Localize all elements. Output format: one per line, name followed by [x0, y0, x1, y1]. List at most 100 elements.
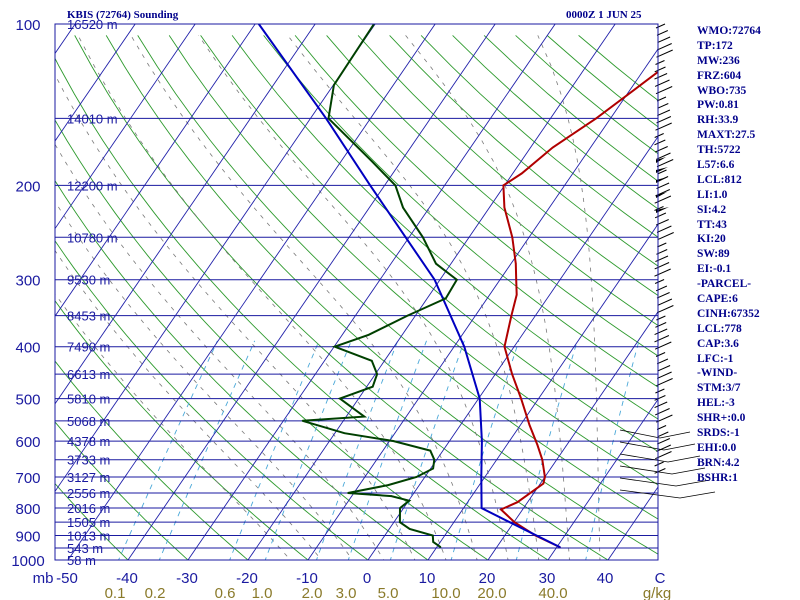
- isotherm-line: [307, 48, 658, 560]
- profile-point: [367, 334, 370, 336]
- wind-barb: [654, 328, 668, 336]
- dry-adiabat-line: [294, 35, 658, 357]
- height-label: 3733 m: [67, 453, 110, 468]
- height-label: 7490 m: [67, 340, 110, 355]
- mixing-ratio-tick-label: 0.1: [105, 585, 126, 600]
- height-label: 9530 m: [67, 273, 110, 288]
- profile-point: [536, 444, 539, 446]
- moist-adiabat-line: [77, 35, 447, 560]
- wind-barb: [657, 36, 671, 44]
- stat-item: FRZ:604: [697, 69, 742, 82]
- wind-barb: [657, 431, 669, 438]
- wind-barb: [657, 109, 671, 117]
- mixing-ratio-tick-label: 10.0: [431, 585, 460, 600]
- profile-point: [422, 236, 424, 239]
- profile-point: [432, 541, 435, 543]
- wind-barb: [654, 206, 664, 211]
- wind-barb: [654, 468, 666, 474]
- stat-item: LI:1.0: [697, 188, 728, 201]
- stat-item: KI:20: [697, 233, 726, 246]
- stat-item: CAPE:6: [697, 293, 738, 306]
- y-axis-unit-label: mb: [33, 570, 54, 587]
- profile-point: [433, 458, 436, 461]
- isotherm-line: [55, 24, 376, 493]
- wind-barb: [654, 73, 668, 80]
- profile-point: [639, 84, 642, 86]
- stat-item: MW:236: [697, 54, 740, 67]
- mixing-ratio-line: [585, 340, 640, 560]
- wind-barb: [656, 371, 672, 379]
- height-label: 6613 m: [67, 367, 110, 382]
- isotherm-line: [55, 24, 136, 142]
- dry-adiabat-line: [105, 35, 658, 555]
- wind-barb: [655, 60, 665, 65]
- sounding-profiles: [257, 24, 658, 549]
- isotherm-line: [55, 24, 196, 230]
- stat-item: BSHR:1: [697, 471, 738, 484]
- valid-time: 0000Z 1 JUN 25: [566, 9, 642, 21]
- stat-item: EHI:0.0: [697, 441, 737, 454]
- mixing-ratio-tick-label: 40.0: [538, 585, 567, 600]
- wind-barb: [655, 414, 673, 423]
- moist-adiabat-line: [55, 249, 322, 560]
- profile-point: [347, 492, 349, 494]
- profile-point: [402, 206, 404, 209]
- wind-barb: [654, 146, 668, 153]
- pressure-tick-label: 400: [15, 340, 40, 357]
- profile-point: [399, 507, 401, 509]
- dry-adiabat-line: [326, 35, 658, 326]
- height-label: 4378 m: [67, 434, 110, 449]
- profile-point: [445, 297, 447, 300]
- plot-frame: [54, 23, 659, 561]
- profile-point: [439, 546, 442, 548]
- temperature-tick-label: C: [655, 570, 666, 587]
- wind-barb: [654, 133, 664, 138]
- stat-item: CINH:67352: [697, 307, 760, 320]
- profile-point: [333, 84, 335, 86]
- temperature-profile-line: [499, 70, 658, 549]
- height-label: 2016 m: [67, 501, 110, 516]
- profile-point: [370, 160, 373, 162]
- profile-point: [503, 345, 506, 348]
- stat-item: LCL:812: [697, 173, 742, 186]
- sounding-indices-list: WMO:72764 TP:172 MW:236 FRZ:604 WBO:735 PW:0.…: [697, 24, 800, 486]
- dry-adiabat-line: [389, 35, 658, 267]
- moist-adiabat-line: [55, 143, 385, 560]
- stat-item: TH:5722: [697, 144, 741, 157]
- pressure-tick-label: 200: [15, 178, 40, 195]
- stat-item: SHR+:0.0: [697, 412, 746, 425]
- wind-barb: [654, 139, 666, 146]
- height-label: 5810 m: [67, 392, 110, 407]
- temperature-tick-label: -30: [176, 570, 198, 587]
- stat-item: TP:172: [697, 39, 733, 52]
- wind-barb: [655, 86, 673, 95]
- stat-item: MAXT:27.5: [697, 129, 756, 142]
- pressure-tick-label: 300: [15, 273, 40, 290]
- wind-barb: [657, 365, 671, 372]
- dry-adiabat-line: [55, 300, 309, 560]
- temperature-tick-label: 30: [539, 570, 556, 587]
- height-label: 1505 m: [67, 515, 110, 530]
- chart-grid: [0, 12, 658, 571]
- profile-point: [394, 184, 397, 187]
- isotherm-line: [0, 12, 23, 571]
- isotherm-line: [67, 24, 436, 560]
- profile-point: [327, 117, 330, 120]
- moist-adiabat-line: [198, 35, 509, 560]
- profile-point: [515, 278, 517, 281]
- mixing-ratio-line: [229, 340, 320, 560]
- isotherm-line: [55, 24, 256, 318]
- profile-point: [500, 508, 502, 511]
- profile-point: [301, 420, 304, 422]
- wind-barb: [656, 425, 667, 430]
- wind-barb: [654, 79, 670, 87]
- stat-item: STM:3/7: [697, 382, 741, 395]
- moist-adiabat-line: [537, 35, 601, 560]
- pressure-tick-label: 700: [15, 470, 40, 487]
- height-label: 1013 m: [67, 528, 110, 543]
- isotherm-line: [367, 135, 658, 560]
- profile-point: [510, 314, 513, 317]
- profile-point: [595, 117, 597, 120]
